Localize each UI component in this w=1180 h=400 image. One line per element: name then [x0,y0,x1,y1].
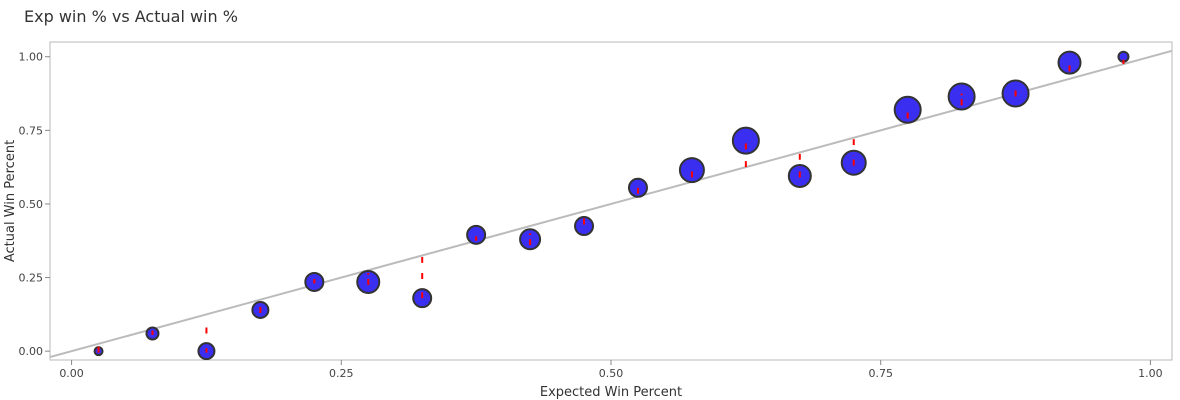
x-axis-label: Expected Win Percent [540,385,682,400]
x-tick-label: 0.50 [599,367,624,380]
reference-line [50,49,1172,359]
data-point [731,126,760,155]
data-point [893,95,922,124]
x-tick-label: 1.00 [1138,367,1163,380]
y-tick-label: 0.50 [19,198,44,211]
y-tick-label: 1.00 [19,51,44,64]
y-tick-label: 0.75 [19,124,44,137]
error-bars [97,59,1125,353]
x-tick-label: 0.25 [329,367,354,380]
data-point [1057,50,1082,75]
chart-title: Exp win % vs Actual win % [24,7,238,26]
y-axis-label: Actual Win Percent [3,140,18,262]
data-point [466,224,487,245]
x-tick-label: 0.00 [59,367,84,380]
x-tick-label: 0.75 [868,367,893,380]
data-point [574,216,595,237]
data-point [678,157,705,184]
data-point [947,82,976,111]
y-tick-label: 0.00 [19,345,44,358]
y-tick-label: 0.25 [19,272,44,285]
y-axis-ticks: 0.00 0.25 0.50 0.75 1.00 [19,51,50,358]
x-axis-ticks: 0.00 0.25 0.50 0.75 1.00 [59,360,1163,380]
